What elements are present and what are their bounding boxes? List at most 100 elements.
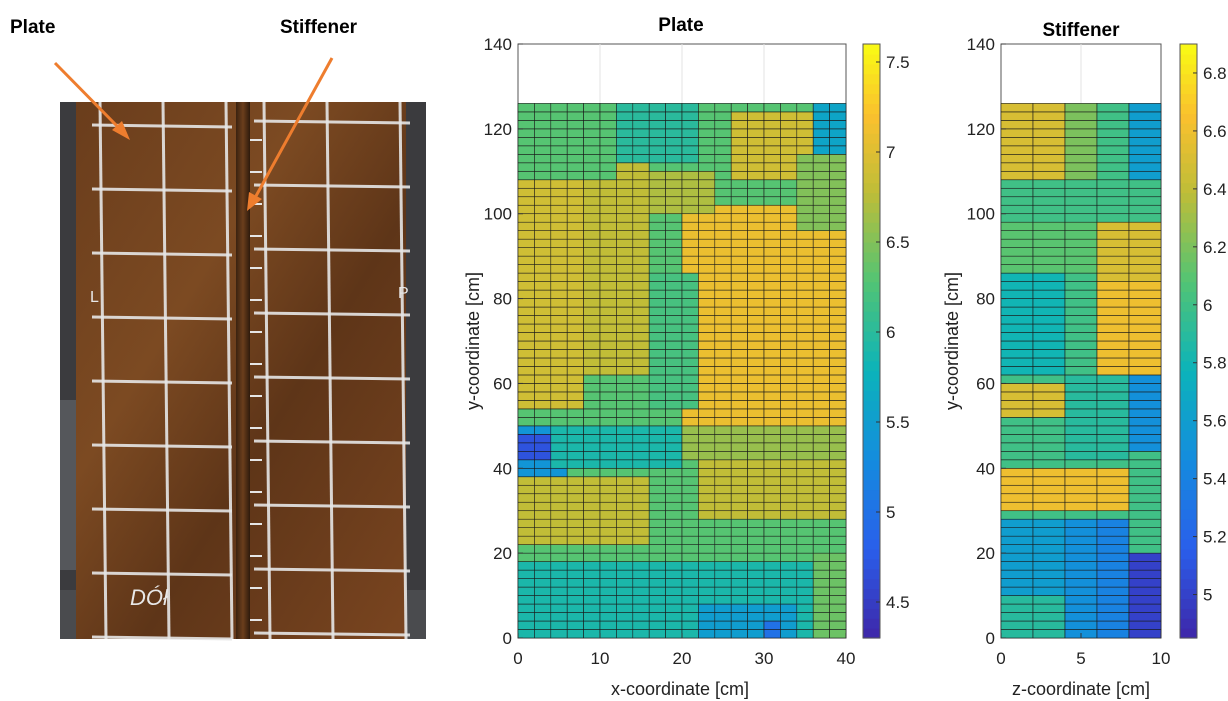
colorbar-segment [863,529,880,540]
heatmap-cell [730,221,748,231]
heatmap-cell [747,154,765,164]
heatmap-cell [1128,315,1162,325]
heatmap-cell [648,255,666,265]
heatmap-cell [648,187,666,198]
heatmap-cell [796,111,814,121]
heatmap-cell [517,459,535,469]
heatmap-cell [648,510,666,520]
heatmap-cell [812,383,830,393]
heatmap-cell [829,501,847,512]
heatmap-cell [583,484,601,495]
heatmap-cell [796,154,814,164]
heatmap-cell [566,179,584,189]
heatmap-cell [796,374,814,384]
heatmap-cell [1096,238,1130,248]
heatmap-cell [566,629,584,639]
heatmap-cell [763,298,781,308]
heatmap-cell [714,586,732,596]
heatmap-cell [616,315,634,325]
heatmap-cell [665,629,683,639]
heatmap-cell [829,603,847,613]
heatmap-cell [829,417,847,427]
heatmap-cell [1128,103,1162,113]
heatmap-cell [599,535,617,545]
heatmap-cell [1096,417,1130,427]
heatmap-cell [632,366,650,376]
heatmap-cell [1128,383,1162,393]
heatmap-cell [681,501,699,512]
heatmap-cell [616,366,634,376]
heatmap-cell [1032,493,1066,503]
heatmap-cell [681,179,699,189]
heatmap-cell [1128,484,1162,495]
heatmap-cell [1032,459,1066,469]
heatmap-cell [583,103,601,113]
heatmap-cell [812,349,830,359]
heatmap-cell [1032,238,1066,248]
heatmap-cell [730,204,748,215]
heatmap-cell [714,535,732,545]
heatmap-cell [681,408,699,418]
heatmap-cell [1064,120,1098,130]
heatmap-cell [616,391,634,401]
heatmap-cell [534,527,552,537]
heatmap-cell [1128,408,1162,418]
colorbar-segment [863,350,880,362]
heatmap-cell [780,501,798,512]
heatmap-cell [599,145,617,155]
heatmap-cell [1032,595,1066,605]
heatmap-cell [648,459,666,469]
heatmap-cell [796,103,814,113]
heatmap-cell [566,255,584,265]
heatmap-cell [747,518,765,528]
colorbar-tick-label: 5 [1203,586,1212,605]
colorbar-tick-label: 6.2 [1203,238,1227,257]
heatmap-cell [1128,501,1162,512]
heatmap-cell [534,272,552,282]
heatmap-cell [566,561,584,571]
heatmap-cell [1032,255,1066,265]
y-tick-label: 20 [493,544,512,563]
heatmap-cell [698,603,716,613]
heatmap-cell [632,103,650,113]
heatmap-cell [1128,603,1162,613]
heatmap-cell [665,578,683,588]
heatmap-cell [599,578,617,588]
colorbar-segment [1180,440,1197,451]
heatmap-cell [1000,620,1034,630]
heatmap-cell [1032,544,1066,554]
heatmap-cell [1064,417,1098,427]
heatmap-cell [796,323,814,333]
heatmap-cell [534,552,552,562]
heatmap-cell [730,103,748,113]
heatmap-cell [1000,221,1034,231]
heatmap-cell [566,221,584,231]
heatmap-cell [796,366,814,376]
heatmap-cell [714,247,732,257]
heatmap-cell [698,357,716,367]
heatmap-cell [780,586,798,596]
heatmap-cell [730,400,748,410]
heatmap-cell [632,170,650,181]
heatmap-cell [1096,451,1130,461]
chalk-horizontal-left-7 [91,571,233,577]
heatmap-cell [632,459,650,469]
heatmap-cell [566,459,584,469]
heatmap-cell [1000,298,1034,308]
heatmap-cell [780,535,798,545]
heatmap-cell [550,476,568,486]
heatmap-cell [730,408,748,418]
colorbar-segment [1180,63,1197,75]
heatmap-cell [550,230,568,240]
heatmap-cell [796,179,814,189]
heatmap-cell [632,501,650,512]
heatmap-cell [812,264,830,274]
heatmap-cell [1032,561,1066,571]
heatmap-cell [747,620,765,630]
heatmap-cell [812,154,830,164]
heatmap-cell [714,323,732,333]
heatmap-cell [714,213,732,223]
heatmap-cell [730,357,748,367]
heatmap-cell [632,374,650,384]
heatmap-cell [632,493,650,503]
